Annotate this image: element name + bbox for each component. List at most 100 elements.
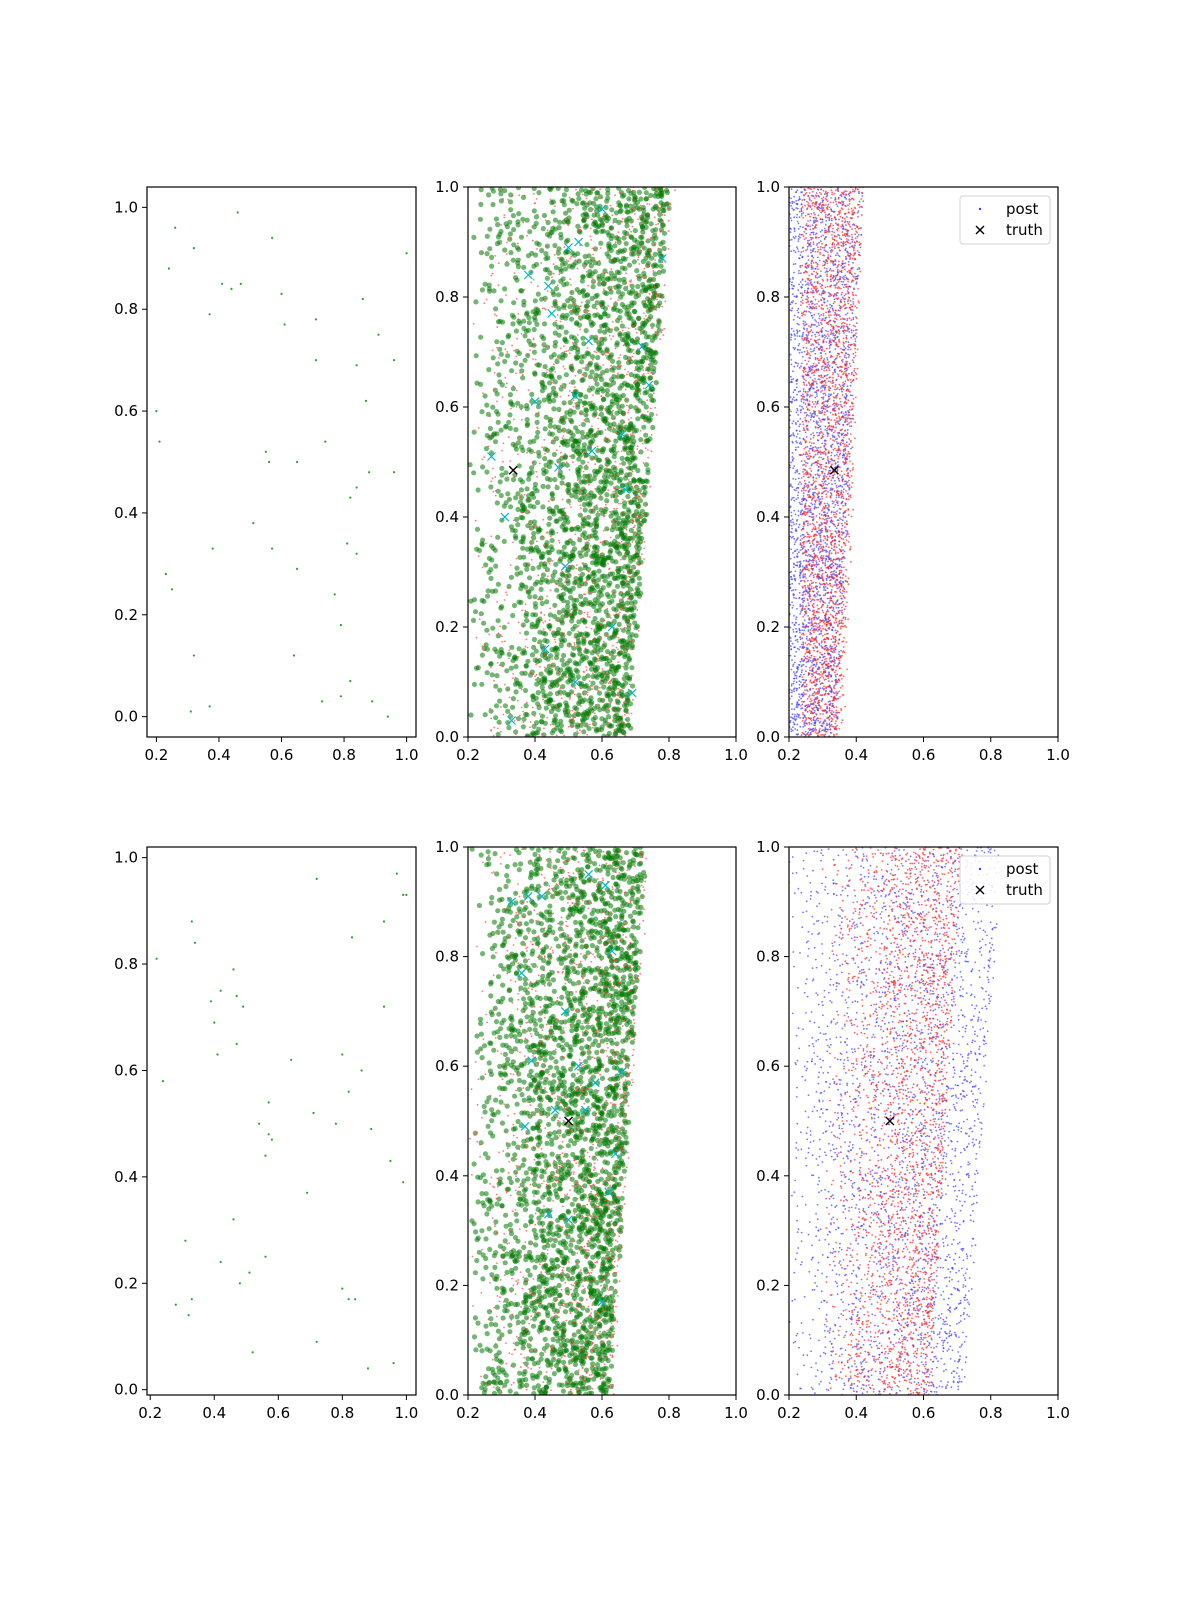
post-sample-point [534,681,540,687]
post-sample-point [600,374,603,376]
post-sample-point [613,520,616,522]
post-sample-point [544,700,547,703]
post-sample-point [609,207,615,213]
post-sample-point [522,357,528,363]
post-sample-point [615,655,617,657]
sample-point [221,282,224,285]
post-sample-point [579,504,582,507]
post-sample-point [633,560,636,563]
post-sample-point [634,567,636,570]
post-sample-point [809,354,812,357]
post-sample-point [796,647,799,650]
post-sample-point [571,409,577,415]
post-sample-point [524,645,527,648]
post-sample-point [669,202,672,205]
post-sample-point [567,399,573,406]
post-sample-point [611,475,613,477]
post-sample-point [599,553,602,555]
post-sample-point [850,447,852,450]
post-sample-point [623,524,626,527]
sample-point [192,654,195,657]
post-sample-point [608,270,614,276]
post-sample-point [535,470,538,473]
post-sample-point [526,701,528,704]
post-sample-point [609,682,612,685]
post-sample-point [619,643,626,649]
post-sample-point [816,382,818,385]
y-tick-label: 0.6 [435,398,459,416]
post-sample-point [811,582,813,585]
post-sample-point [560,351,566,357]
post-sample-point [592,544,598,550]
post-sample-point [525,421,531,427]
cyan-x-marker [570,677,580,687]
post-sample-point [814,303,816,306]
post-sample-point [649,397,655,403]
post-sample-point [560,451,562,454]
post-sample-point [793,708,796,711]
post-sample-point [636,448,639,450]
post-sample-point [605,625,607,628]
post-sample-point [620,398,623,401]
post-sample-point [526,234,528,237]
post-sample-point [585,520,591,527]
post-sample-point [546,575,549,578]
post-sample-point [653,216,656,219]
post-sample-point [515,219,521,225]
post-sample-point [493,715,499,721]
post-sample-point [622,730,624,733]
post-sample-point [526,353,529,356]
post-sample-point [625,209,631,215]
post-sample-point [647,456,649,459]
post-sample-point [635,205,641,211]
post-sample-point [629,308,632,310]
post-sample-point [579,729,581,731]
post-sample-point [631,189,634,192]
post-sample-point [541,467,547,473]
post-sample-point [604,291,610,297]
post-sample-point [552,569,558,575]
post-sample-point [618,601,621,604]
post-sample-point [828,219,831,222]
post-sample-point [799,411,802,414]
post-sample-point [495,581,501,587]
post-sample-point [793,314,796,317]
post-sample-point [648,334,651,337]
post-sample-point [619,627,622,630]
post-sample-point [586,613,589,616]
post-sample-point [515,405,518,408]
post-sample-point [535,619,541,626]
post-sample-point [795,627,797,630]
post-sample-point [534,363,537,366]
post-sample-point [561,570,564,573]
post-sample-point [567,417,570,420]
post-sample-point [595,387,601,393]
post-sample-point [511,242,517,248]
post-sample-point [802,691,805,694]
post-sample-point [791,689,793,692]
post-sample-point [611,227,613,229]
post-sample-point [572,719,574,722]
post-sample-point [515,717,518,719]
post-sample-point [802,401,805,404]
post-sample-point [639,207,641,210]
post-sample-point [816,604,819,607]
post-sample-point [558,643,564,649]
post-sample-point [546,229,549,232]
post-sample-point [493,726,496,729]
post-sample-point [563,187,570,193]
post-sample-point [499,340,505,346]
post-sample-point [523,711,529,718]
post-sample-point [504,224,510,230]
post-sample-point [618,422,620,425]
post-sample-point [813,247,815,250]
post-sample-point [551,664,554,667]
post-sample-point [517,453,519,456]
post-sample-point [620,482,626,488]
post-sample-point [581,562,584,565]
post-sample-point [487,425,493,432]
post-sample-point [591,218,593,221]
post-sample-point [562,414,568,420]
post-sample-point [577,582,579,585]
post-sample-point [802,356,804,358]
